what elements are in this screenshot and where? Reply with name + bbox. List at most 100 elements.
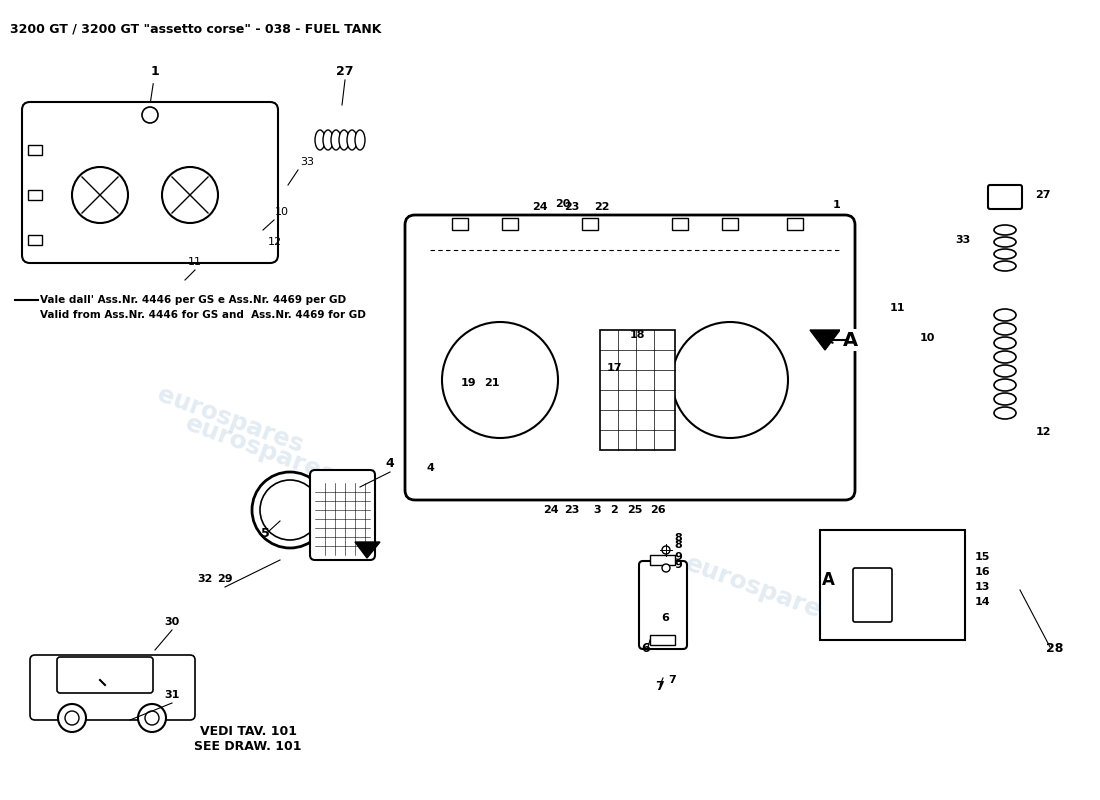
Text: 16: 16 xyxy=(975,567,991,577)
Text: 9: 9 xyxy=(674,560,682,570)
Bar xyxy=(452,218,468,230)
Text: 24: 24 xyxy=(532,202,548,212)
Text: 21: 21 xyxy=(484,378,499,388)
Text: 10: 10 xyxy=(920,333,935,343)
Ellipse shape xyxy=(339,130,349,150)
Ellipse shape xyxy=(994,261,1016,271)
Bar xyxy=(722,218,738,230)
Text: SEE DRAW. 101: SEE DRAW. 101 xyxy=(195,740,301,753)
Ellipse shape xyxy=(315,130,324,150)
Text: 27: 27 xyxy=(337,65,354,78)
Circle shape xyxy=(72,167,128,223)
Ellipse shape xyxy=(331,130,341,150)
Text: 14: 14 xyxy=(975,597,991,607)
Ellipse shape xyxy=(994,323,1016,335)
FancyBboxPatch shape xyxy=(30,655,195,720)
Ellipse shape xyxy=(994,225,1016,235)
Text: 18: 18 xyxy=(629,330,645,340)
Bar xyxy=(600,330,675,450)
Text: eurospares: eurospares xyxy=(182,412,339,488)
Text: 23: 23 xyxy=(564,202,580,212)
Text: 7: 7 xyxy=(656,680,664,693)
Text: eurospares: eurospares xyxy=(154,382,306,458)
Text: 8: 8 xyxy=(674,540,682,550)
Text: A: A xyxy=(822,571,835,589)
Ellipse shape xyxy=(994,351,1016,363)
Text: 30: 30 xyxy=(164,617,179,627)
Text: 27: 27 xyxy=(1035,190,1050,200)
Circle shape xyxy=(142,107,158,123)
Ellipse shape xyxy=(346,130,358,150)
Ellipse shape xyxy=(994,237,1016,247)
Text: 19: 19 xyxy=(460,378,476,388)
Text: 11: 11 xyxy=(889,303,904,313)
Polygon shape xyxy=(810,330,840,350)
Bar xyxy=(582,218,598,230)
Text: 32: 32 xyxy=(197,574,212,584)
Ellipse shape xyxy=(994,337,1016,349)
Text: VEDI TAV. 101: VEDI TAV. 101 xyxy=(199,725,297,738)
Text: 4: 4 xyxy=(426,463,433,473)
FancyBboxPatch shape xyxy=(310,470,375,560)
Polygon shape xyxy=(355,542,380,558)
Text: 1: 1 xyxy=(151,65,160,102)
Circle shape xyxy=(65,711,79,725)
Bar xyxy=(786,218,803,230)
Ellipse shape xyxy=(994,365,1016,377)
Text: 3200 GT / 3200 GT "assetto corse" - 038 - FUEL TANK: 3200 GT / 3200 GT "assetto corse" - 038 … xyxy=(10,22,382,35)
Text: 6: 6 xyxy=(661,613,669,623)
Bar xyxy=(28,235,42,245)
Text: 1: 1 xyxy=(833,200,840,210)
Text: 12: 12 xyxy=(1035,427,1050,437)
Text: 2: 2 xyxy=(610,505,618,515)
Text: 23: 23 xyxy=(564,505,580,515)
Text: 28: 28 xyxy=(1046,642,1064,655)
Text: 8: 8 xyxy=(674,533,682,543)
Bar xyxy=(650,635,675,645)
Bar xyxy=(28,190,42,200)
Text: 4: 4 xyxy=(386,457,395,470)
Text: Valid from Ass.Nr. 4446 for GS and  Ass.Nr. 4469 for GD: Valid from Ass.Nr. 4446 for GS and Ass.N… xyxy=(40,310,366,320)
Text: 20: 20 xyxy=(556,199,571,209)
Bar xyxy=(820,530,965,640)
Bar xyxy=(650,555,675,565)
Text: 33: 33 xyxy=(300,157,313,167)
Circle shape xyxy=(662,564,670,572)
Ellipse shape xyxy=(994,407,1016,419)
Text: 26: 26 xyxy=(650,505,666,515)
Circle shape xyxy=(252,472,328,548)
Ellipse shape xyxy=(355,130,365,150)
Text: 17: 17 xyxy=(606,363,621,373)
Circle shape xyxy=(672,322,788,438)
Bar xyxy=(502,218,518,230)
Circle shape xyxy=(138,704,166,732)
Text: 5: 5 xyxy=(261,527,270,540)
Text: 15: 15 xyxy=(975,552,990,562)
Circle shape xyxy=(662,546,670,554)
FancyBboxPatch shape xyxy=(405,215,855,500)
Text: 33: 33 xyxy=(956,235,970,245)
Text: eurospares: eurospares xyxy=(682,552,838,628)
Text: 29: 29 xyxy=(217,574,233,584)
Text: 22: 22 xyxy=(594,202,609,212)
FancyBboxPatch shape xyxy=(852,568,892,622)
FancyBboxPatch shape xyxy=(22,102,278,263)
Text: 9: 9 xyxy=(674,552,682,562)
Ellipse shape xyxy=(323,130,333,150)
Text: 13: 13 xyxy=(975,582,990,592)
Ellipse shape xyxy=(994,393,1016,405)
Circle shape xyxy=(58,704,86,732)
Text: 12: 12 xyxy=(268,237,282,247)
FancyBboxPatch shape xyxy=(639,561,688,649)
Text: 24: 24 xyxy=(543,505,559,515)
Text: eurospares: eurospares xyxy=(574,382,726,458)
Text: 6: 6 xyxy=(641,642,650,655)
Text: Vale dall' Ass.Nr. 4446 per GS e Ass.Nr. 4469 per GD: Vale dall' Ass.Nr. 4446 per GS e Ass.Nr.… xyxy=(40,295,346,305)
Ellipse shape xyxy=(994,309,1016,321)
Circle shape xyxy=(260,480,320,540)
Text: 25: 25 xyxy=(627,505,642,515)
Bar xyxy=(672,218,688,230)
Text: 7: 7 xyxy=(668,675,675,685)
Text: 10: 10 xyxy=(275,207,289,217)
Text: A: A xyxy=(843,330,858,350)
